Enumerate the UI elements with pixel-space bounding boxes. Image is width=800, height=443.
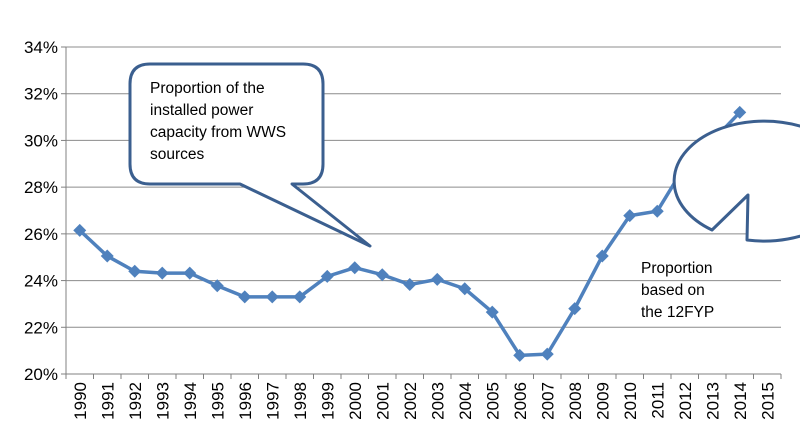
- axes: [61, 46, 782, 379]
- x-tick-label: 2011: [648, 382, 667, 419]
- data-point: [375, 268, 389, 282]
- data-point: [128, 264, 142, 278]
- data-point: [73, 223, 87, 237]
- x-tick-label: 2014: [731, 382, 750, 420]
- data-point: [183, 266, 197, 280]
- callout-12fyp-text-line: the 12FYP: [641, 304, 714, 321]
- data-point: [650, 204, 664, 218]
- x-tick-label: 2008: [566, 382, 585, 420]
- x-tick-label: 1992: [126, 382, 145, 420]
- data-point: [595, 249, 609, 263]
- x-tick-label: 2009: [593, 382, 612, 420]
- data-point: [293, 290, 307, 304]
- data-point: [238, 290, 252, 304]
- data-point: [348, 261, 362, 275]
- x-tick-label: 2003: [428, 382, 447, 420]
- data-point: [403, 278, 417, 292]
- data-point: [568, 302, 582, 316]
- y-tick-label: 22%: [24, 318, 58, 337]
- x-tick-label: 2000: [346, 382, 365, 420]
- callout-12fyp-text-line: based on: [641, 282, 705, 299]
- callout-12fyp-shape: [672, 119, 800, 243]
- y-tick-labels: 20% 22% 24% 26% 28% 30% 32% 34%: [24, 38, 58, 384]
- x-tick-label: 2005: [483, 382, 502, 420]
- x-tick-label: 2007: [538, 382, 557, 420]
- data-point: [540, 347, 554, 361]
- y-tick-label: 28%: [24, 178, 58, 197]
- x-tick-label: 1993: [153, 382, 172, 420]
- data-point: [733, 105, 747, 119]
- data-point: [155, 266, 169, 280]
- y-tick-label: 20%: [24, 365, 58, 384]
- y-tick-label: 24%: [24, 272, 58, 291]
- callout-12fyp-text-line: Proportion: [641, 260, 713, 277]
- data-point: [430, 272, 444, 286]
- x-tick-label: 2010: [621, 382, 640, 420]
- x-tick-label: 1999: [318, 382, 337, 420]
- x-tick-labels: 1990 1991 1992 1993 1994 1995 1996 1997 1998 1999…: [71, 382, 778, 420]
- callout-wws-shape: [128, 62, 372, 248]
- y-tick-label: 34%: [24, 38, 58, 57]
- x-tick-label: 1998: [291, 382, 310, 420]
- x-tick-label: 1995: [208, 382, 227, 420]
- x-tick-label: 1990: [71, 382, 90, 420]
- callout-wws-text-line: capacity from WWS: [150, 124, 286, 141]
- data-point: [513, 348, 527, 362]
- x-tick-label: 1997: [263, 382, 282, 420]
- callout-wws-text-line: installed power: [150, 102, 253, 119]
- x-tick-label: 1991: [98, 382, 117, 420]
- callout-wws-text-line: Proportion of the: [150, 80, 265, 97]
- data-point: [485, 305, 499, 319]
- x-tick-label: 2006: [511, 382, 530, 420]
- y-tick-label: 26%: [24, 225, 58, 244]
- x-tick-label: 2015: [758, 382, 777, 420]
- x-tick-label: 1994: [181, 382, 200, 420]
- callouts: Proportion of the installed power capacity…: [128, 62, 800, 321]
- callout-wws-text-line: sources: [150, 146, 205, 163]
- x-tick-label: 1996: [236, 382, 255, 420]
- data-point: [265, 290, 279, 304]
- data-point: [320, 269, 334, 283]
- x-tick-label: 2002: [401, 382, 420, 420]
- data-point: [623, 209, 637, 223]
- x-tick-label: 2013: [703, 382, 722, 420]
- x-tick-label: 2001: [373, 382, 392, 420]
- data-point: [458, 282, 472, 296]
- data-point: [210, 279, 224, 293]
- x-tick-label: 2012: [676, 382, 695, 420]
- y-tick-label: 32%: [24, 85, 58, 104]
- data-point: [100, 249, 114, 263]
- y-tick-label: 30%: [24, 131, 58, 150]
- x-tick-label: 2004: [456, 382, 475, 420]
